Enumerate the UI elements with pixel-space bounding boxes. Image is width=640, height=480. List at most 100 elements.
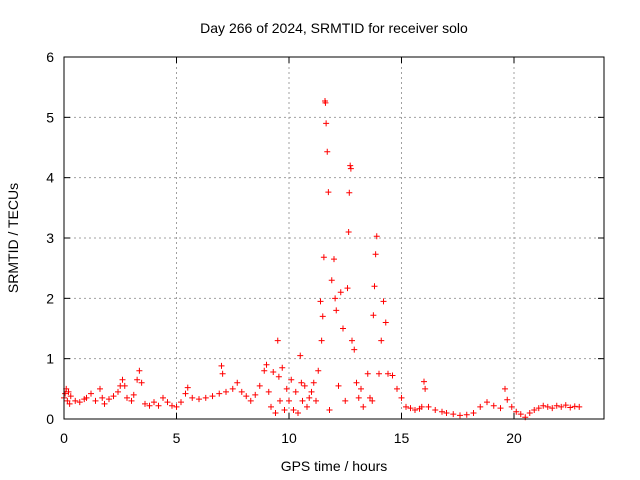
data-point bbox=[508, 403, 515, 410]
y-tick-label: 1 bbox=[46, 351, 54, 367]
data-point bbox=[332, 295, 339, 302]
data-point bbox=[275, 373, 282, 380]
data-point bbox=[320, 254, 327, 261]
plot-frame bbox=[63, 56, 605, 420]
data-point bbox=[358, 385, 364, 392]
data-point bbox=[88, 390, 94, 397]
data-point bbox=[297, 352, 304, 359]
data-point bbox=[272, 409, 279, 416]
data-point bbox=[345, 228, 352, 235]
data-point bbox=[308, 388, 315, 395]
data-point bbox=[99, 394, 106, 401]
data-point bbox=[243, 393, 250, 400]
data-point bbox=[209, 393, 216, 400]
data-point bbox=[367, 394, 373, 401]
data-point bbox=[394, 385, 400, 392]
data-point bbox=[62, 390, 69, 397]
data-point bbox=[544, 403, 551, 410]
x-tick-label: 0 bbox=[60, 430, 68, 446]
axis-ticks: 0 1 2 3 4 5 6 0 5 10 15 20 bbox=[46, 49, 604, 446]
data-point bbox=[121, 382, 128, 389]
data-point bbox=[517, 411, 524, 418]
data-point bbox=[234, 379, 241, 386]
data-point bbox=[369, 397, 376, 404]
data-point bbox=[288, 376, 295, 383]
data-point bbox=[216, 390, 223, 397]
data-point bbox=[106, 396, 112, 403]
data-point bbox=[337, 289, 344, 296]
data-point bbox=[535, 405, 542, 412]
data-point bbox=[83, 394, 90, 401]
data-point bbox=[310, 379, 317, 386]
data-point bbox=[119, 376, 126, 383]
data-point bbox=[380, 298, 387, 305]
data-point bbox=[328, 277, 335, 284]
chart-title: Day 266 of 2024, SRMTID for receiver sol… bbox=[200, 20, 468, 36]
data-point bbox=[412, 406, 418, 413]
data-point bbox=[292, 388, 299, 395]
x-axis-label: GPS time / hours bbox=[281, 458, 388, 474]
data-point bbox=[422, 385, 429, 392]
data-point bbox=[526, 409, 533, 416]
data-point bbox=[324, 148, 331, 155]
data-point bbox=[349, 337, 355, 344]
data-point bbox=[268, 403, 274, 410]
data-point bbox=[173, 403, 180, 410]
x-tick-label: 10 bbox=[281, 430, 297, 446]
data-point bbox=[567, 404, 574, 411]
data-point bbox=[72, 397, 79, 404]
data-point bbox=[124, 394, 130, 401]
data-point bbox=[439, 408, 445, 415]
data-point bbox=[189, 394, 196, 401]
data-point bbox=[304, 403, 310, 410]
data-point bbox=[398, 394, 405, 401]
x-tick-label: 5 bbox=[173, 430, 181, 446]
data-point bbox=[261, 367, 268, 374]
data-point bbox=[274, 337, 281, 344]
data-point bbox=[142, 400, 148, 407]
data-point bbox=[178, 399, 184, 406]
data-point bbox=[378, 337, 385, 344]
data-point bbox=[286, 397, 292, 404]
x-tick-label: 15 bbox=[394, 430, 410, 446]
data-point bbox=[110, 393, 117, 400]
data-point bbox=[247, 397, 254, 404]
data-point bbox=[549, 405, 556, 412]
data-points bbox=[61, 98, 583, 421]
data-point bbox=[295, 409, 301, 416]
data-point bbox=[301, 382, 308, 389]
y-tick-label: 0 bbox=[46, 411, 54, 427]
data-point bbox=[76, 399, 83, 406]
data-point bbox=[223, 388, 229, 395]
data-point bbox=[281, 406, 288, 413]
data-point bbox=[504, 396, 511, 403]
data-point bbox=[283, 385, 290, 392]
data-point bbox=[553, 402, 560, 409]
data-point bbox=[335, 382, 342, 389]
data-point bbox=[364, 370, 371, 377]
data-point bbox=[164, 399, 171, 406]
data-point bbox=[382, 319, 389, 326]
data-point bbox=[558, 403, 565, 410]
y-tick-label: 3 bbox=[46, 230, 54, 246]
data-point bbox=[92, 397, 99, 404]
data-point bbox=[318, 337, 325, 344]
data-point bbox=[101, 400, 108, 407]
data-point bbox=[306, 394, 313, 401]
data-point bbox=[497, 405, 504, 412]
data-point bbox=[155, 402, 162, 409]
data-point bbox=[182, 390, 189, 397]
data-point bbox=[323, 120, 330, 127]
data-point bbox=[342, 397, 349, 404]
y-tick-label: 4 bbox=[46, 170, 54, 186]
data-point bbox=[531, 406, 538, 413]
data-point bbox=[238, 388, 245, 395]
data-point bbox=[502, 385, 508, 392]
data-point bbox=[463, 411, 470, 418]
data-point bbox=[407, 405, 414, 412]
data-point bbox=[322, 99, 329, 106]
data-point bbox=[229, 385, 236, 392]
data-point bbox=[351, 346, 358, 353]
data-point bbox=[256, 382, 263, 389]
